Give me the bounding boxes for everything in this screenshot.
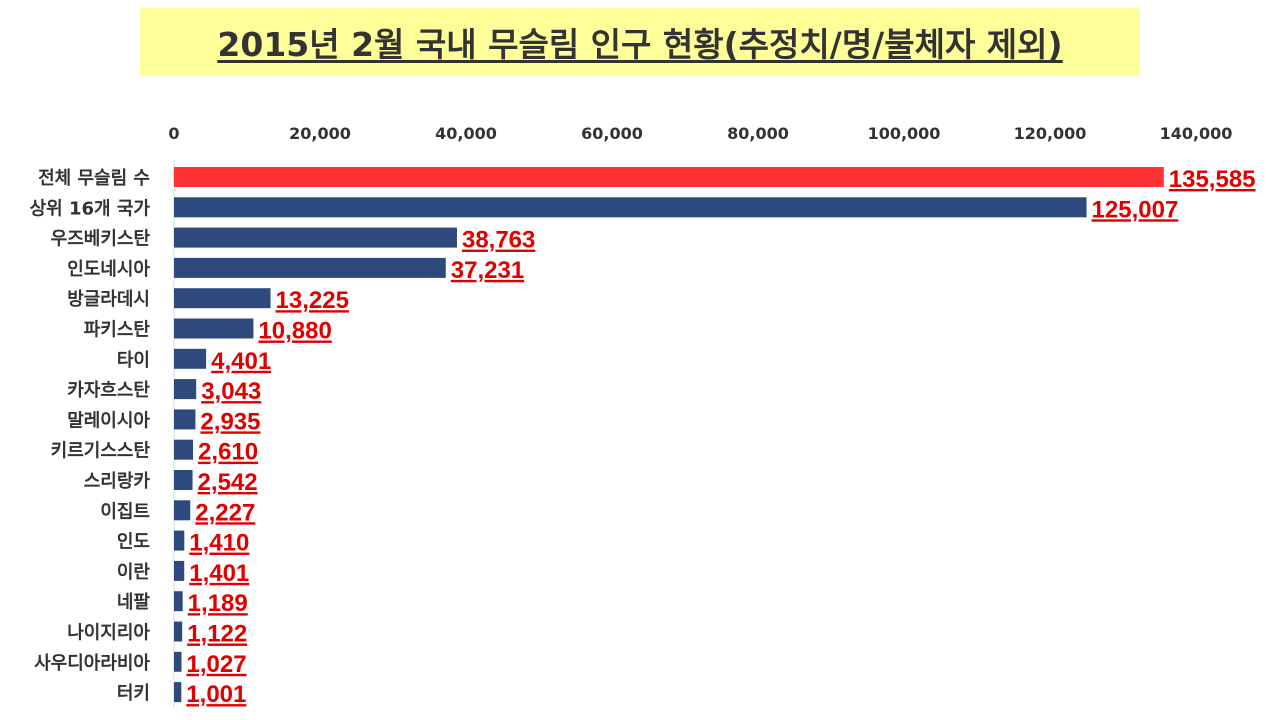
bar bbox=[174, 379, 197, 400]
data-label: 1,027 bbox=[186, 651, 246, 678]
data-label: 2,935 bbox=[200, 408, 260, 435]
data-label: 3,043 bbox=[201, 378, 261, 405]
category-label: 스리랑카 bbox=[84, 471, 151, 492]
bar bbox=[174, 257, 446, 278]
data-label: 125,007 bbox=[1092, 196, 1179, 223]
category-label: 타이 bbox=[117, 350, 150, 371]
data-label: 2,227 bbox=[195, 499, 255, 526]
x-tick-label: 0 bbox=[168, 124, 179, 143]
data-label: 4,401 bbox=[211, 348, 271, 375]
bar bbox=[174, 560, 185, 581]
bar bbox=[174, 470, 193, 490]
data-label: 135,585 bbox=[1169, 166, 1256, 193]
bar bbox=[174, 530, 185, 551]
chart-title: 2015년 2월 국내 무슬림 인구 현황(추정치/명/불체자 제외) bbox=[217, 25, 1063, 64]
data-label: 38,763 bbox=[462, 227, 535, 254]
bar bbox=[174, 500, 191, 521]
bar bbox=[174, 227, 457, 248]
bar bbox=[174, 682, 182, 703]
category-label: 이란 bbox=[117, 562, 151, 583]
data-label: 1,122 bbox=[187, 621, 247, 648]
bar bbox=[174, 288, 271, 309]
category-label: 이집트 bbox=[100, 501, 150, 522]
data-label: 1,001 bbox=[186, 681, 246, 708]
category-label: 네팔 bbox=[117, 592, 151, 613]
data-label: 2,610 bbox=[198, 439, 258, 466]
category-label: 키르기스스탄 bbox=[51, 441, 151, 462]
x-tick-label: 100,000 bbox=[868, 124, 941, 143]
bar bbox=[174, 621, 183, 642]
x-tick-label: 140,000 bbox=[1160, 124, 1233, 143]
category-label: 카자흐스탄 bbox=[67, 380, 150, 401]
category-label: 파키스탄 bbox=[84, 320, 151, 341]
category-label: 나이지리아 bbox=[67, 623, 150, 644]
bar bbox=[174, 439, 194, 460]
category-label: 인도 bbox=[117, 532, 150, 553]
x-tick-label: 60,000 bbox=[581, 124, 643, 143]
category-label: 우즈베키스탄 bbox=[51, 229, 151, 250]
category-label: 사우디아라비아 bbox=[34, 653, 150, 674]
bar bbox=[174, 348, 207, 369]
data-label: 2,542 bbox=[198, 469, 258, 496]
category-label: 인도네시아 bbox=[67, 259, 150, 280]
x-tick-label: 20,000 bbox=[289, 124, 351, 143]
x-tick-label: 40,000 bbox=[435, 124, 497, 143]
bar bbox=[174, 318, 254, 339]
data-label: 13,225 bbox=[276, 287, 349, 314]
data-label: 1,189 bbox=[188, 590, 248, 617]
x-tick-label: 80,000 bbox=[727, 124, 789, 143]
data-label: 1,401 bbox=[189, 560, 249, 587]
bar bbox=[174, 651, 182, 672]
category-label: 상위 16개 국가 bbox=[30, 198, 151, 219]
category-label: 방글라데시 bbox=[67, 289, 150, 310]
data-label: 1,410 bbox=[189, 530, 249, 557]
data-label: 10,880 bbox=[258, 318, 331, 345]
bar bbox=[174, 197, 1087, 218]
bar bbox=[174, 409, 196, 430]
chart-title-box: 2015년 2월 국내 무슬림 인구 현황(추정치/명/불체자 제외) bbox=[140, 8, 1140, 76]
category-label: 터키 bbox=[117, 683, 150, 704]
category-label: 전체 무슬림 수 bbox=[38, 168, 150, 189]
data-label: 37,231 bbox=[451, 257, 524, 284]
bar bbox=[174, 591, 183, 612]
category-label: 말레이시아 bbox=[67, 410, 150, 431]
x-tick-label: 120,000 bbox=[1014, 124, 1087, 143]
bar bbox=[174, 167, 1164, 187]
